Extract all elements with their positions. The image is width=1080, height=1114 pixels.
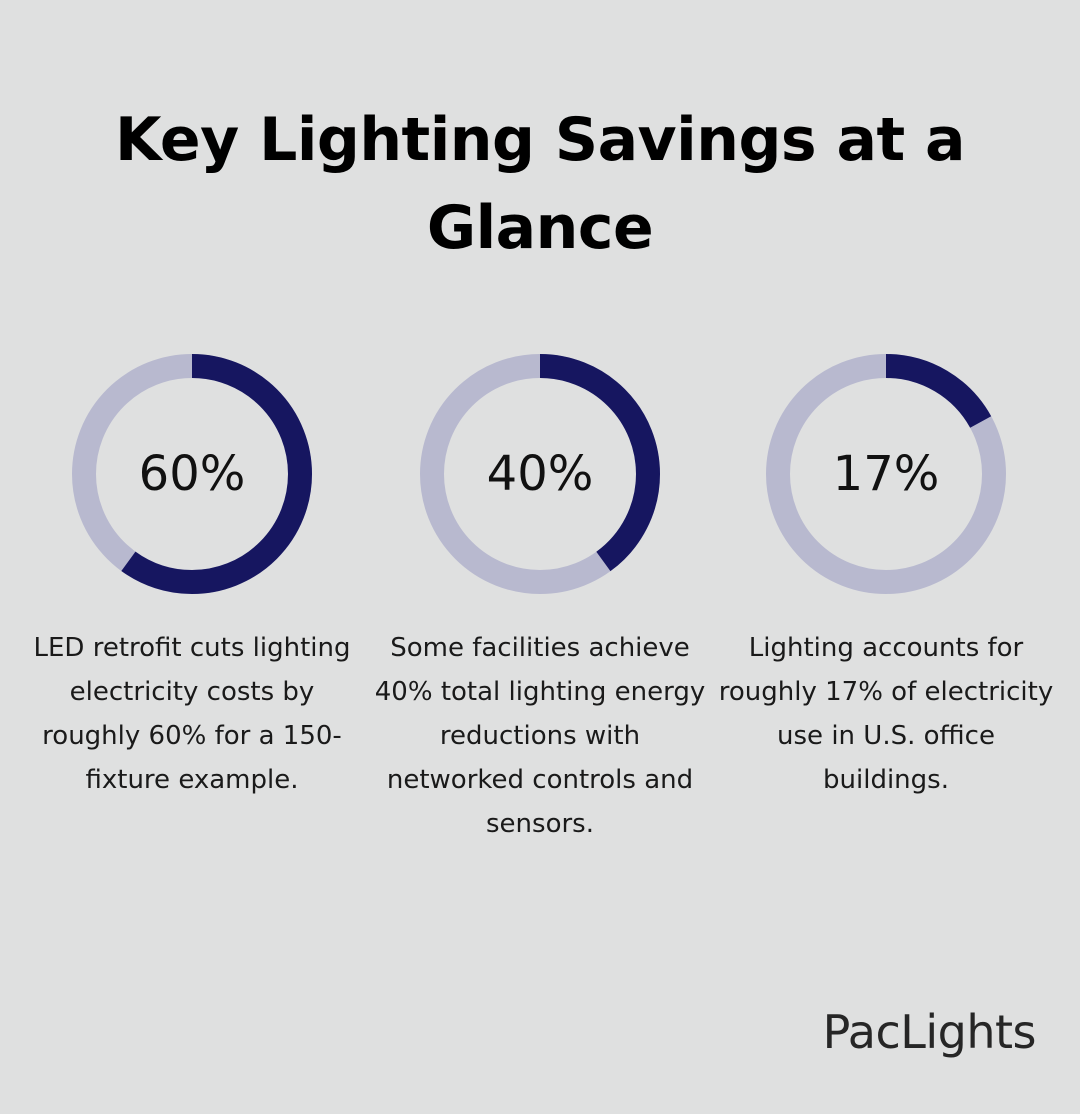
stat-card: 60% LED retrofit cuts lighting electrici…: [22, 352, 362, 802]
donut-arc: [420, 354, 660, 594]
stat-description: Lighting accounts for roughly 17% of ele…: [718, 633, 1054, 795]
donut-chart: 60%: [70, 352, 314, 596]
donut-arc: [766, 354, 1006, 594]
donut-ring: [420, 354, 660, 594]
stat-description: Some facilities achieve 40% total lighti…: [374, 633, 706, 839]
donut-arc: [72, 354, 312, 594]
donut-value-label: 60%: [138, 446, 246, 502]
donut-ring: [72, 354, 312, 594]
donut-ring: [766, 354, 1006, 594]
donut-chart: 40%: [418, 352, 662, 596]
donut-chart: 17%: [764, 352, 1008, 596]
stat-card: 17% Lighting accounts for roughly 17% of…: [716, 352, 1056, 802]
stat-card: 40% Some facilities achieve 40% total li…: [370, 352, 710, 846]
donut-value-label: 40%: [486, 446, 594, 502]
stat-description: LED retrofit cuts lighting electricity c…: [33, 633, 351, 795]
page-title: Key Lighting Savings at a Glance: [114, 105, 966, 263]
donut-value-label: 17%: [832, 446, 940, 502]
paclights-logo: PacLights: [822, 1005, 1037, 1059]
